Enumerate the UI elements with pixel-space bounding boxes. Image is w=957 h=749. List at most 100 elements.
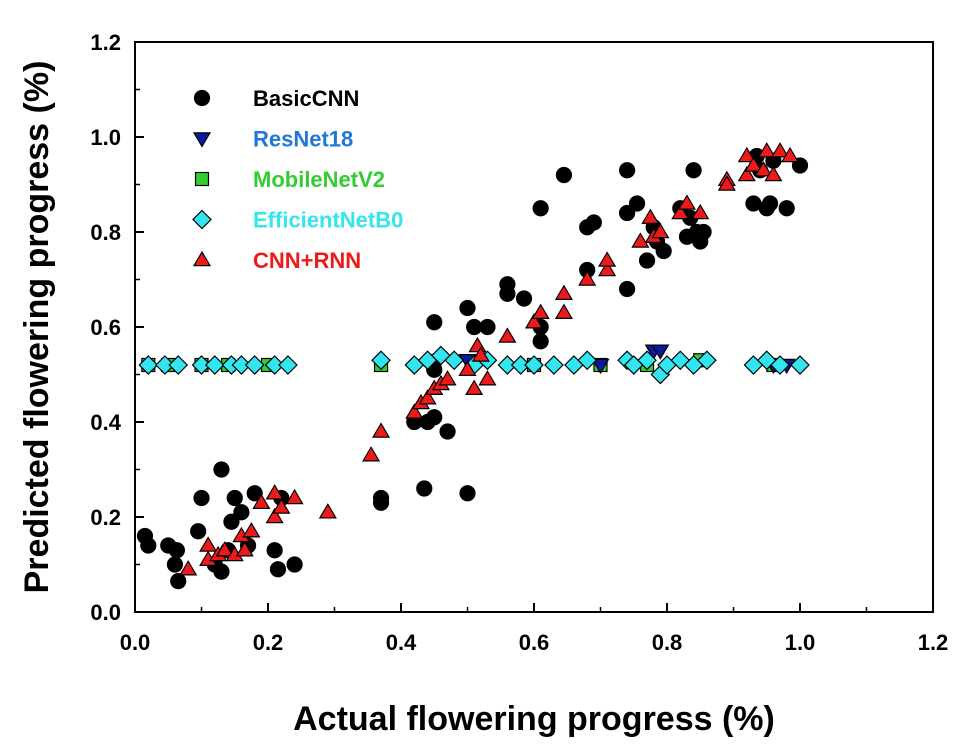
data-point: [618, 280, 636, 298]
data-point: [737, 165, 756, 182]
data-point: [655, 242, 672, 260]
data-point: [780, 146, 800, 163]
data-point: [478, 370, 497, 386]
data-point: [531, 303, 550, 319]
data-point: [215, 541, 234, 557]
legend-marker: [192, 250, 212, 267]
data-point: [362, 446, 381, 462]
data-point: [499, 285, 516, 302]
data-point: [272, 498, 291, 514]
legend-item: CNN+RNN: [192, 248, 361, 273]
data-point: [532, 200, 549, 217]
data-point: [695, 223, 712, 241]
data-point: [459, 485, 476, 502]
data-point: [416, 480, 433, 497]
data-point: [677, 194, 696, 210]
data-point: [265, 484, 284, 500]
data-point: [637, 350, 657, 371]
x-tick-label: 0.4: [386, 630, 417, 655]
y-tick-label: 1.0: [90, 125, 121, 150]
data-point: [754, 161, 773, 177]
data-point: [778, 200, 795, 217]
data-point: [554, 303, 573, 319]
data-point: [278, 355, 298, 375]
y-tick-label: 0.2: [90, 505, 121, 530]
legend-item: BasicCNN: [193, 86, 359, 111]
legend-marker: [192, 209, 212, 230]
y-tick-label: 0.6: [90, 315, 121, 340]
data-point: [190, 523, 207, 540]
data-point: [691, 203, 710, 220]
data-point: [744, 156, 763, 172]
data-point: [459, 299, 476, 317]
data-point: [458, 360, 477, 376]
data-point: [638, 252, 656, 269]
data-point: [770, 355, 790, 375]
data-point: [244, 355, 265, 375]
data-point: [598, 251, 617, 267]
data-point: [790, 355, 810, 375]
data-point: [235, 541, 254, 557]
data-point: [761, 195, 779, 212]
data-point: [717, 175, 736, 191]
data-point: [555, 166, 573, 184]
data-point: [544, 355, 564, 375]
legend-label: CNN+RNN: [253, 248, 361, 273]
data-point: [191, 355, 212, 375]
data-point: [577, 350, 598, 371]
data-point: [418, 389, 437, 405]
data-point: [285, 488, 304, 505]
data-point: [651, 222, 670, 239]
data-point: [628, 195, 646, 212]
data-point: [138, 355, 159, 375]
data-point: [242, 522, 261, 538]
data-point: [498, 327, 517, 343]
data-point: [618, 204, 636, 222]
data-point: [631, 232, 650, 248]
data-point: [265, 507, 284, 524]
x-tick-label: 0.8: [652, 630, 683, 655]
data-point: [213, 563, 230, 580]
data-point: [223, 513, 240, 530]
legend-label: BasicCNN: [253, 86, 359, 111]
data-point: [266, 542, 283, 559]
legend-marker: [192, 132, 212, 148]
series-cnn-rnn: [179, 142, 800, 576]
plot-area: 0.0 0.2 0.4 0.6 0.8 1.0 1.2 0.0 0.2 0.4 0.6 0.8 1.0…: [90, 30, 948, 655]
x-tick-label: 0.6: [519, 630, 550, 655]
data-point: [757, 142, 776, 158]
data-point: [426, 409, 443, 426]
data-point: [585, 214, 602, 231]
data-point: [231, 355, 252, 375]
data-point: [444, 350, 465, 371]
data-point: [371, 350, 391, 371]
data-point: [286, 556, 303, 573]
data-point: [226, 489, 243, 507]
y-axis-ticks: 0.0 0.2 0.4 0.6 0.8 1.0 1.2: [90, 30, 144, 625]
y-tick-label: 0.4: [90, 410, 121, 435]
data-point: [405, 403, 424, 419]
data-point: [465, 379, 484, 395]
x-tick-label: 0.2: [253, 630, 284, 655]
data-point: [764, 165, 783, 182]
data-point: [438, 370, 457, 386]
x-tick-label: 1.0: [785, 630, 816, 655]
data-point: [598, 260, 617, 277]
data-point: [479, 318, 496, 336]
data-point: [651, 344, 670, 360]
data-point: [318, 503, 337, 519]
data-point: [685, 162, 702, 179]
legend: BasicCNN ResNet18 MobileNetV2 EfficientNetB…: [192, 86, 403, 273]
y-tick-label: 0.8: [90, 220, 121, 245]
data-point: [591, 358, 610, 375]
data-point: [515, 290, 533, 307]
data-point: [170, 573, 187, 590]
legend-label: EfficientNetB0: [253, 208, 403, 233]
data-point: [252, 493, 271, 509]
data-point: [671, 203, 690, 220]
data-point: [246, 485, 263, 502]
data-point: [471, 346, 490, 362]
legend-marker: [193, 89, 211, 107]
data-point: [269, 561, 287, 578]
